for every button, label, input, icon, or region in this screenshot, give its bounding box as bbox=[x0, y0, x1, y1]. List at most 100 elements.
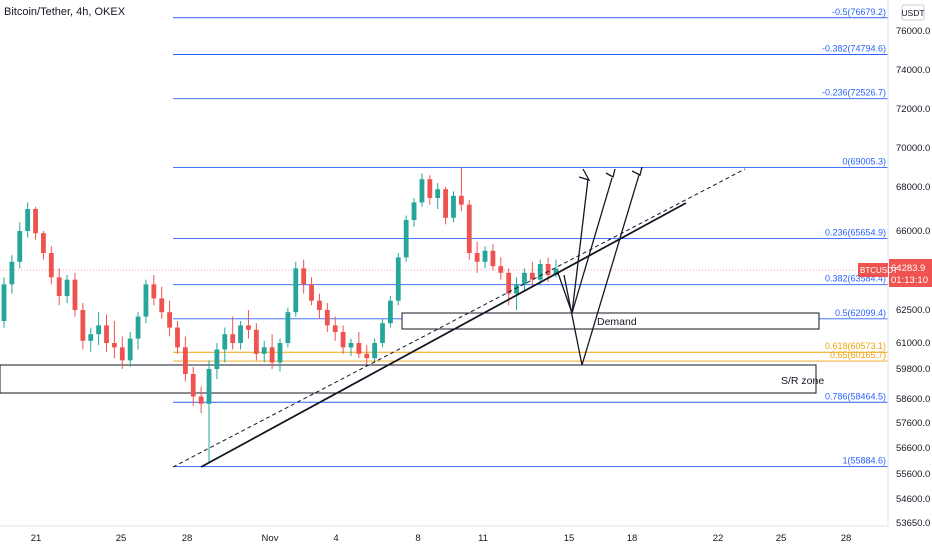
y-tick-label: 57600.0 bbox=[896, 418, 930, 429]
candle-body bbox=[293, 268, 299, 313]
x-tick-label: Nov bbox=[262, 533, 279, 544]
candle-body bbox=[324, 310, 330, 326]
candle-body bbox=[411, 202, 417, 220]
y-tick-label: 74000.0 bbox=[896, 65, 930, 76]
time-axis[interactable]: 21 25 28 Nov 4 8 11 15 18 22 25 28 bbox=[31, 533, 852, 544]
candle-body bbox=[253, 329, 259, 354]
y-tick-label: 62500.0 bbox=[896, 305, 930, 316]
y-tick-label: 72000.0 bbox=[896, 104, 930, 115]
y-tick-label: 53650.0 bbox=[896, 518, 930, 529]
candle-body bbox=[537, 264, 543, 280]
candle-body bbox=[529, 272, 535, 280]
candle-body bbox=[190, 374, 196, 397]
candle-body bbox=[261, 347, 267, 354]
fib-level-label: 0.618(60573.1) bbox=[825, 341, 886, 351]
candle-body bbox=[356, 343, 362, 354]
candlesticks bbox=[1, 167, 559, 464]
candle-body bbox=[301, 268, 307, 285]
candle-body bbox=[340, 332, 346, 348]
candle-body bbox=[277, 343, 283, 363]
fib-level-label: 0(69005.3) bbox=[842, 156, 886, 166]
candle-body bbox=[159, 298, 165, 313]
candle-body bbox=[490, 250, 496, 267]
sr-zone-label: S/R zone bbox=[781, 375, 824, 387]
x-tick-label: 11 bbox=[478, 533, 488, 544]
currency-button[interactable] bbox=[901, 4, 925, 21]
projection-path-2[interactable] bbox=[571, 177, 613, 314]
y-tick-label: 55600.0 bbox=[896, 469, 930, 480]
symbol-tag-label: BTCUSDT bbox=[860, 266, 898, 275]
currency-label: USDT bbox=[901, 8, 924, 18]
candle-body bbox=[332, 325, 338, 332]
candle-body bbox=[522, 272, 527, 285]
candle-body bbox=[230, 334, 236, 343]
fib-level-label: 0.236(65654.9) bbox=[825, 228, 886, 238]
price-axis[interactable]: 76000.0 74000.0 72000.0 70000.0 68000.0 66000… bbox=[896, 26, 930, 529]
candle-body bbox=[348, 343, 354, 348]
trendline[interactable] bbox=[200, 202, 687, 468]
zones: Demand S/R zone bbox=[0, 312, 824, 394]
candle-body bbox=[119, 347, 125, 361]
y-tick-label: 58600.0 bbox=[896, 394, 930, 405]
candle-body bbox=[419, 179, 425, 203]
candle-body bbox=[96, 325, 102, 335]
candle-body bbox=[222, 334, 228, 350]
fib-level-label: 0.786(58464.5) bbox=[825, 391, 886, 401]
x-tick-label: 22 bbox=[713, 533, 724, 544]
candle-body bbox=[364, 353, 370, 359]
candle-body bbox=[151, 284, 157, 299]
candle-body bbox=[167, 312, 172, 328]
y-tick-label: 59800.0 bbox=[896, 364, 930, 375]
arrow-head-3-icon bbox=[631, 166, 643, 176]
fib-level-label: 1(55884.6) bbox=[842, 456, 886, 466]
y-tick-label: 56600.0 bbox=[896, 443, 930, 454]
x-tick-label: 15 bbox=[564, 533, 575, 544]
candle-body bbox=[372, 343, 378, 359]
fib-level-label: -0.382(74794.6) bbox=[822, 44, 886, 54]
candle-body bbox=[309, 284, 314, 301]
x-tick-label: 28 bbox=[841, 533, 852, 544]
candle-body bbox=[269, 347, 275, 363]
chart-title: Bitcoin/Tether, 4h, OKEX bbox=[4, 6, 126, 18]
candle-body bbox=[317, 300, 322, 310]
fib-level-label: -0.5(76679.2) bbox=[832, 7, 886, 17]
dashed-trendline[interactable] bbox=[172, 168, 746, 468]
y-tick-label: 61000.0 bbox=[896, 338, 930, 349]
projection-path-3[interactable] bbox=[563, 174, 640, 366]
candle-body bbox=[380, 323, 385, 343]
fib-level-label: 0.5(62099.4) bbox=[835, 308, 886, 318]
candle-body bbox=[238, 325, 243, 343]
y-tick-label: 66000.0 bbox=[896, 226, 930, 237]
price-tag-price: 64283.9 bbox=[891, 263, 925, 274]
candle-body bbox=[458, 195, 464, 205]
candle-body bbox=[143, 284, 149, 317]
candle-body bbox=[395, 257, 401, 301]
fib-level-label: 0.382(63584.4) bbox=[825, 274, 886, 284]
candle-body bbox=[388, 300, 393, 324]
candle-body bbox=[41, 233, 46, 253]
candle-body bbox=[474, 253, 480, 262]
candle-body bbox=[17, 231, 23, 262]
candle-body bbox=[466, 204, 472, 253]
candle-body bbox=[127, 338, 133, 361]
demand-zone bbox=[401, 312, 820, 330]
fib-labels: -0.5(76679.2) -0.382(74794.6) -0.236(72526… bbox=[822, 7, 886, 466]
candle-body bbox=[545, 264, 551, 275]
x-tick-label: 8 bbox=[415, 533, 420, 544]
candle-body bbox=[206, 369, 212, 404]
x-tick-label: 21 bbox=[31, 533, 42, 544]
demand-zone-label: Demand bbox=[597, 316, 637, 328]
price-tag bbox=[889, 259, 932, 287]
candle-body bbox=[285, 312, 291, 343]
candle-body bbox=[56, 277, 62, 296]
candle-body bbox=[112, 343, 117, 348]
sr-zone bbox=[0, 364, 817, 394]
y-tick-label: 54600.0 bbox=[896, 494, 930, 505]
x-tick-label: 4 bbox=[333, 533, 338, 544]
x-tick-label: 25 bbox=[116, 533, 127, 544]
candle-body bbox=[435, 189, 441, 198]
y-tick-label: 68000.0 bbox=[896, 182, 930, 193]
candle-body bbox=[451, 195, 456, 218]
